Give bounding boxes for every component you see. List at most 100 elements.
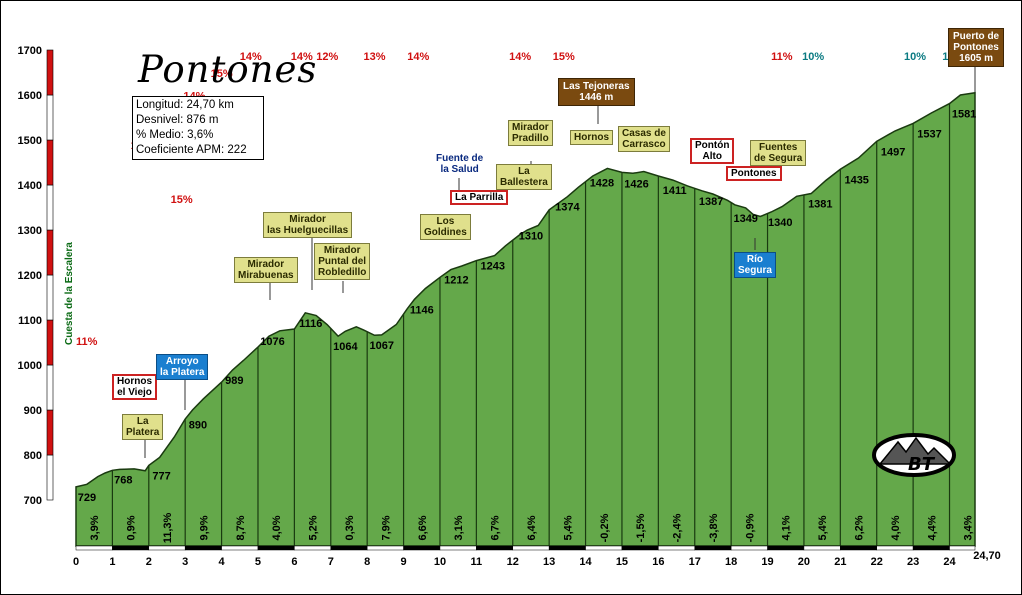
elevation-point-label: 1243 xyxy=(481,261,505,273)
segment-gradient-label: 0,9% xyxy=(126,515,138,540)
elevation-point-label: 1537 xyxy=(917,128,941,140)
x-axis-band xyxy=(658,545,695,551)
x-axis-band xyxy=(767,545,805,551)
segment-gradient-label: 7,9% xyxy=(380,515,392,540)
segment-gradient-label: 3,1% xyxy=(453,515,465,540)
segment-gradient-label: -2,4% xyxy=(672,513,684,542)
x-axis-band xyxy=(694,545,732,551)
segment-gradient-label: 6,2% xyxy=(854,515,866,540)
x-axis-band xyxy=(75,545,113,551)
place-los-goldines: Los Goldines xyxy=(420,214,471,240)
place-mirador-robledillo: Mirador Puntal del Robledillo xyxy=(314,243,371,280)
gradient-annotation: 11% xyxy=(76,336,98,348)
x-axis-band xyxy=(803,545,841,551)
y-axis-band xyxy=(46,139,54,186)
x-tick-label: 7 xyxy=(328,556,334,568)
x-axis-band xyxy=(476,545,514,551)
segment-gradient-label: -0,2% xyxy=(599,513,611,542)
x-axis-band xyxy=(330,545,368,551)
segment-gradient-label: 3,9% xyxy=(89,515,101,540)
elevation-point-label: 989 xyxy=(225,375,243,387)
x-axis-band xyxy=(221,545,259,551)
gradient-annotation: 10% xyxy=(904,51,926,63)
gradient-annotation: 15% xyxy=(553,51,575,63)
stat-desnivel: Desnivel: 876 m xyxy=(136,114,219,126)
place-las-tejoneras: Las Tejoneras 1446 m xyxy=(558,78,635,106)
svg-text:BT: BT xyxy=(908,454,936,475)
elevation-point-label: 1435 xyxy=(844,174,868,186)
elevation-point-label: 1310 xyxy=(519,231,543,243)
place-arroyo-la-platera: Arroyo la Platera xyxy=(156,354,209,380)
stats-box: Longitud: 24,70 km Desnivel: 876 m % Med… xyxy=(132,96,264,160)
place-mirador-mirabuenas: Mirador Mirabuenas xyxy=(234,257,298,283)
y-axis-band xyxy=(46,454,54,501)
elevation-point-label: 1146 xyxy=(410,304,434,316)
place-mirador-pradillo: Mirador Pradillo xyxy=(508,120,553,146)
segment-gradient-label: 4,1% xyxy=(781,515,793,540)
y-axis-band xyxy=(46,229,54,276)
y-axis-band xyxy=(46,94,54,141)
x-axis-band xyxy=(403,545,441,551)
x-axis-band xyxy=(585,545,623,551)
elevation-point-label: 1064 xyxy=(333,341,358,353)
y-axis-band xyxy=(46,364,54,411)
x-tick-label: 22 xyxy=(871,556,883,568)
gradient-annotation: 13% xyxy=(364,51,386,63)
x-axis-band xyxy=(840,545,877,551)
y-tick-label: 900 xyxy=(24,405,42,417)
x-tick-label: 15 xyxy=(616,556,628,568)
stat-longitud: Longitud: 24,70 km xyxy=(136,99,234,111)
x-tick-label: 0 xyxy=(73,556,79,568)
x-axis-band xyxy=(112,545,150,551)
segment-gradient-label: 5,2% xyxy=(308,515,320,540)
x-axis-band xyxy=(257,545,295,551)
segment-gradient-label: 9,9% xyxy=(198,515,210,540)
x-axis-band xyxy=(148,545,186,551)
segment-gradient-label: 11,3% xyxy=(162,512,174,543)
x-end-label: 24,70 xyxy=(973,550,1001,562)
elevation-point-label: 1067 xyxy=(369,340,393,352)
segment-gradient-label: 6,6% xyxy=(417,515,429,540)
x-tick-label: 4 xyxy=(219,556,226,568)
segment-gradient-label: 3,4% xyxy=(963,515,975,540)
elevation-point-label: 1076 xyxy=(260,336,284,348)
x-axis-band xyxy=(439,545,477,551)
x-tick-label: 3 xyxy=(182,556,188,568)
elevation-point-label: 1381 xyxy=(808,199,832,211)
y-axis-band xyxy=(46,319,54,366)
y-tick-label: 1000 xyxy=(18,360,42,372)
place-casas-de-carrasco: Casas de Carrasco xyxy=(618,126,670,152)
segment-gradient-label: -1,5% xyxy=(635,513,647,542)
x-tick-label: 10 xyxy=(434,556,446,568)
elevation-point-label: 768 xyxy=(114,474,132,486)
gradient-annotation: 14% xyxy=(509,51,531,63)
elevation-point-label: 1340 xyxy=(768,217,792,229)
x-tick-label: 17 xyxy=(689,556,701,568)
gradient-annotation: 15% xyxy=(171,194,193,206)
elevation-point-label: 1581 xyxy=(952,109,976,121)
elevation-point-label: 1426 xyxy=(624,178,648,190)
y-tick-label: 1600 xyxy=(18,90,42,102)
y-tick-label: 1200 xyxy=(18,270,42,282)
x-tick-label: 8 xyxy=(364,556,370,568)
y-axis-band xyxy=(46,184,54,231)
x-tick-label: 5 xyxy=(255,556,261,568)
y-axis-band xyxy=(46,49,54,96)
chart-title: Pontones xyxy=(138,48,318,91)
segment-gradient-label: 5,4% xyxy=(817,515,829,540)
place-cuesta-de-la-escalera: Cuesta de la Escalera xyxy=(64,242,75,345)
x-tick-label: 1 xyxy=(109,556,115,568)
stat-medio: % Medio: 3,6% xyxy=(136,129,214,141)
place-rio-segura: Río Segura xyxy=(734,252,776,278)
elevation-point-label: 1349 xyxy=(733,213,757,225)
place-la-parrilla: La Parrilla xyxy=(450,190,509,205)
segment-gradient-label: 4,0% xyxy=(271,515,283,540)
y-tick-label: 1100 xyxy=(18,315,42,327)
x-tick-label: 21 xyxy=(834,556,846,568)
x-axis-band xyxy=(876,545,914,551)
segment-gradient-label: 8,7% xyxy=(235,515,247,540)
x-tick-label: 23 xyxy=(907,556,919,568)
place-hornos-el-viejo: Hornos el Viejo xyxy=(112,374,157,400)
